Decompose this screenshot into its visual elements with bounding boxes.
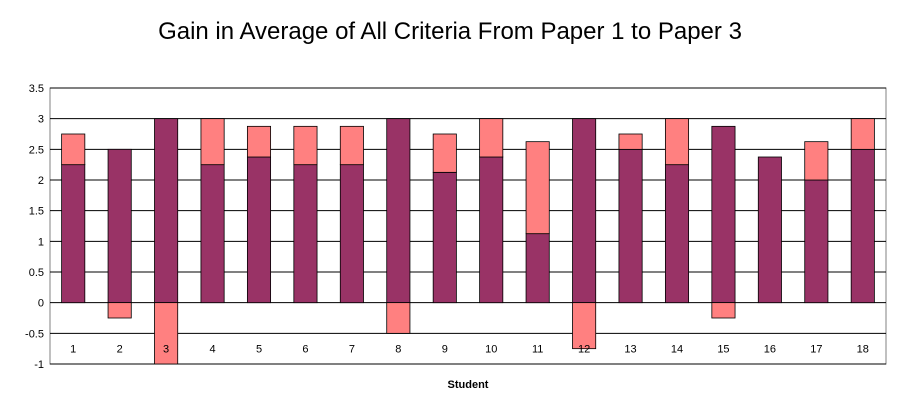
- bar-gain: [618, 133, 643, 150]
- bar-gain: [432, 133, 457, 173]
- y-tick-label: 1: [38, 236, 44, 248]
- x-tick-label: 17: [810, 344, 822, 356]
- bar-gain: [711, 302, 736, 319]
- bar-base: [339, 164, 364, 304]
- x-tick-label: 11: [532, 344, 543, 356]
- bar-base: [479, 156, 504, 304]
- x-tick-label: 2: [117, 344, 123, 356]
- bar-base: [572, 118, 597, 304]
- y-tick-label: 3: [38, 114, 44, 126]
- x-tick-label: 3: [163, 344, 169, 356]
- bar-base: [850, 148, 875, 304]
- bar-gain: [293, 125, 318, 166]
- bar-gain: [386, 302, 411, 334]
- x-tick-label: 9: [442, 344, 448, 356]
- y-tick-label: -0.5: [25, 328, 44, 340]
- bar-gain: [200, 118, 225, 166]
- bar-base: [618, 148, 643, 304]
- bar-base: [61, 164, 86, 304]
- x-tick-label: 13: [624, 344, 636, 356]
- bar-gain: [850, 118, 875, 150]
- bar-base: [757, 156, 782, 304]
- bars-layer: [61, 118, 875, 365]
- bar-base: [804, 179, 829, 304]
- axis-layer: -1-0.500.511.522.533.51 2 3 4 5 6 7 8 9 10 11 12 13 1…: [25, 83, 869, 371]
- grid-layer: [49, 87, 887, 365]
- bar-base: [200, 164, 225, 304]
- y-tick-label: 0: [38, 298, 44, 310]
- y-tick-label: 2: [38, 175, 44, 187]
- bar-base: [386, 118, 411, 304]
- x-tick-label: 8: [395, 344, 401, 356]
- x-tick-label: 18: [857, 344, 869, 356]
- bar-gain: [246, 125, 272, 158]
- bar-gain: [154, 302, 179, 365]
- bar-base: [525, 233, 550, 304]
- bar-base: [711, 125, 736, 304]
- x-tick-label: 15: [717, 344, 729, 356]
- x-tick-label: 16: [764, 344, 776, 356]
- x-tick-label: 7: [349, 344, 355, 356]
- x-tick-label: 12: [578, 344, 590, 356]
- y-tick-label: 0.5: [29, 267, 44, 279]
- bar-base: [432, 171, 457, 304]
- bar-base: [293, 164, 318, 304]
- bar-gain: [572, 302, 597, 350]
- bar-base: [664, 164, 690, 304]
- bar-gain: [61, 133, 86, 166]
- x-axis-title: Student: [448, 379, 489, 391]
- y-tick-label: -1: [34, 359, 44, 371]
- x-tick-label: 5: [256, 344, 262, 356]
- x-tick-label: 1: [70, 344, 76, 356]
- x-tick-label: 14: [671, 344, 683, 356]
- bar-gain: [339, 125, 364, 166]
- x-tick-label: 4: [209, 344, 215, 356]
- bar-gain: [107, 302, 132, 319]
- y-tick-label: 3.5: [29, 83, 44, 95]
- x-tick-label: 10: [485, 344, 497, 356]
- y-tick-label: 1.5: [29, 206, 44, 218]
- y-tick-label: 2.5: [29, 144, 44, 156]
- bar-gain: [479, 118, 504, 158]
- bar-base: [154, 118, 179, 304]
- bar-base: [107, 148, 132, 304]
- chart-title: Gain in Average of All Criteria From Pap…: [158, 18, 742, 45]
- bar-base: [246, 156, 272, 304]
- x-tick-label: 6: [302, 344, 308, 356]
- bar-gain: [525, 141, 550, 235]
- bar-gain: [664, 118, 690, 166]
- bar-gain: [804, 141, 829, 181]
